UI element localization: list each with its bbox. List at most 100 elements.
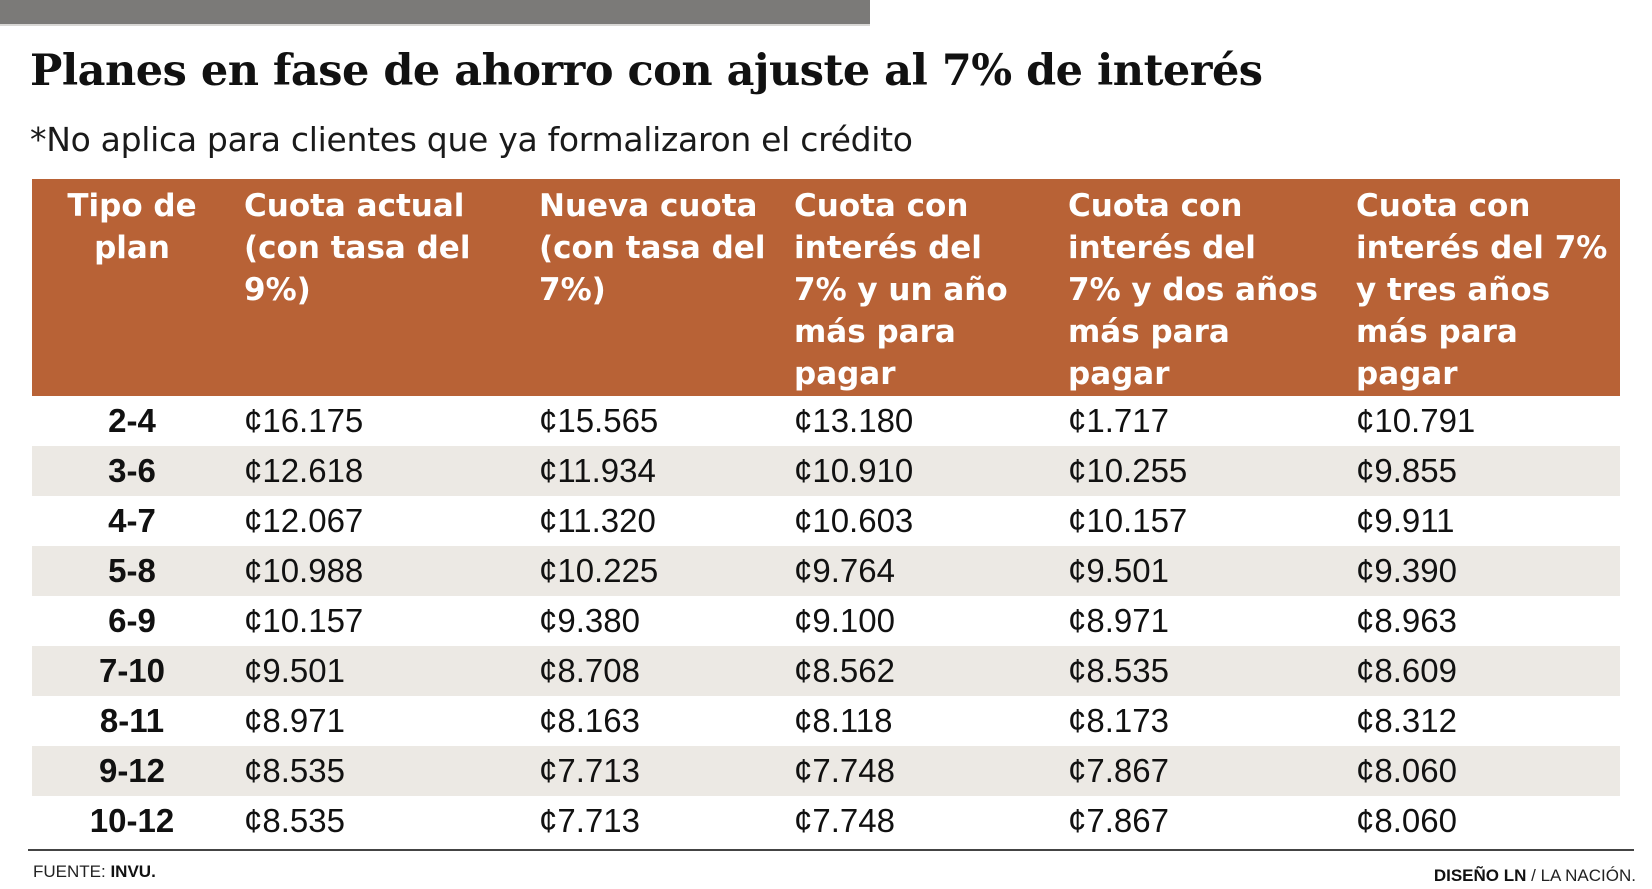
cell-cuota-actual: ¢10.988 [244, 552, 364, 589]
cell-cuota-actual: ¢9.501 [244, 652, 345, 689]
cell-dos-anos: ¢1.717 [1068, 402, 1169, 439]
column-header-line: más para [794, 314, 956, 350]
cell-tres-anos: ¢8.963 [1356, 602, 1457, 639]
cell-tres-anos: ¢8.312 [1356, 702, 1457, 739]
table-row: 8-11 ¢8.971 ¢8.163 ¢8.118 ¢8.173 ¢8.312 [32, 696, 1620, 746]
cell-tres-anos: ¢8.060 [1356, 802, 1457, 839]
source-value: INVU. [110, 862, 156, 881]
column-header-line: Cuota actual [244, 188, 465, 224]
cell-dos-anos: ¢7.867 [1068, 752, 1169, 789]
column-header-nueva-cuota: Nueva cuota (con tasa del 7%) [539, 185, 765, 311]
cell-dos-anos: ¢8.535 [1068, 652, 1169, 689]
cell-cuota-actual: ¢10.157 [244, 602, 364, 639]
cell-dos-anos: ¢8.971 [1068, 602, 1169, 639]
cell-tipo-de-plan: 9-12 [98, 752, 166, 789]
column-header-dos-anos: Cuota con interés del 7% y dos años más par… [1068, 185, 1318, 395]
column-header-line: Tipo de [67, 188, 197, 224]
table-header: Tipo de plan Cuota actual (con tasa del 9%)… [32, 179, 1620, 396]
cell-tipo-de-plan: 5-8 [108, 552, 156, 589]
cell-cuota-actual: ¢8.535 [244, 802, 345, 839]
table-row: 10-12 ¢8.535 ¢7.713 ¢7.748 ¢7.867 ¢8.060 [32, 796, 1620, 846]
cell-nueva-cuota: ¢7.713 [539, 802, 640, 839]
cell-cuota-actual: ¢16.175 [244, 402, 364, 439]
table-row: 7-10 ¢9.501 ¢8.708 ¢8.562 ¢8.535 ¢8.609 [32, 646, 1620, 696]
cell-dos-anos: ¢10.255 [1068, 452, 1188, 489]
top-bar [0, 0, 870, 26]
cell-un-ano: ¢8.562 [794, 652, 895, 689]
cell-tipo-de-plan: 6-9 [108, 602, 156, 639]
column-header-line: Nueva cuota [539, 188, 758, 224]
design-credit: DISEÑO LN / LA NACIÓN. [1434, 866, 1636, 886]
cell-cuota-actual: ¢12.618 [244, 452, 364, 489]
table-row: 2-4 ¢16.175 ¢15.565 ¢13.180 ¢1.717 ¢10.791 [32, 396, 1620, 446]
cell-tipo-de-plan: 2-4 [108, 402, 156, 439]
cell-un-ano: ¢7.748 [794, 802, 895, 839]
column-header-un-ano: Cuota con interés del 7% y un año más para p… [794, 185, 1008, 395]
column-header-tres-anos: Cuota con interés del 7% y tres años más pa… [1356, 185, 1607, 395]
cell-nueva-cuota: ¢7.713 [539, 752, 640, 789]
cell-nueva-cuota: ¢11.320 [539, 502, 656, 539]
source-note: FUENTE: INVU. [33, 862, 156, 882]
column-header-line: Cuota con [794, 188, 969, 224]
table-row: 3-6 ¢12.618 ¢11.934 ¢10.910 ¢10.255 ¢9.855 [32, 446, 1620, 496]
cell-nueva-cuota: ¢11.934 [539, 452, 656, 489]
cell-dos-anos: ¢9.501 [1068, 552, 1169, 589]
column-header-line: 7% y un año [794, 272, 1008, 308]
source-label: FUENTE: [33, 862, 111, 881]
cell-un-ano: ¢8.118 [794, 702, 893, 739]
cell-dos-anos: ¢7.867 [1068, 802, 1169, 839]
column-header-line: 7%) [539, 272, 606, 308]
column-header-line: más para [1356, 314, 1518, 350]
credit-rest: / LA NACIÓN. [1526, 866, 1636, 885]
column-header-line: plan [94, 230, 170, 266]
cell-tipo-de-plan: 7-10 [98, 652, 166, 689]
cell-un-ano: ¢10.910 [794, 452, 914, 489]
cell-tres-anos: ¢8.609 [1356, 652, 1457, 689]
column-header-line: y tres años [1356, 272, 1551, 308]
column-header-line: (con tasa del [539, 230, 766, 266]
cell-tres-anos: ¢9.390 [1356, 552, 1457, 589]
column-header-line: Cuota con [1356, 188, 1531, 224]
cell-un-ano: ¢7.748 [794, 752, 895, 789]
column-header-line: pagar [1356, 356, 1458, 392]
cell-nueva-cuota: ¢9.380 [539, 602, 640, 639]
cell-cuota-actual: ¢12.067 [244, 502, 364, 539]
column-header-line: más para [1068, 314, 1230, 350]
cell-nueva-cuota: ¢10.225 [539, 552, 659, 589]
cell-dos-anos: ¢10.157 [1068, 502, 1188, 539]
cell-un-ano: ¢9.764 [794, 552, 895, 589]
cell-cuota-actual: ¢8.535 [244, 752, 345, 789]
table-row: 5-8 ¢10.988 ¢10.225 ¢9.764 ¢9.501 ¢9.390 [32, 546, 1620, 596]
cell-nueva-cuota: ¢15.565 [539, 402, 659, 439]
cell-tres-anos: ¢9.911 [1356, 502, 1455, 539]
table-row: 4-7 ¢12.067 ¢11.320 ¢10.603 ¢10.157 ¢9.911 [32, 496, 1620, 546]
credit-bold: DISEÑO LN [1433, 866, 1527, 885]
column-header-line: pagar [794, 356, 896, 392]
cell-tres-anos: ¢9.855 [1356, 452, 1457, 489]
cell-nueva-cuota: ¢8.163 [539, 702, 640, 739]
cell-cuota-actual: ¢8.971 [244, 702, 345, 739]
table-row: 9-12 ¢8.535 ¢7.713 ¢7.748 ¢7.867 ¢8.060 [32, 746, 1620, 796]
footer-divider [28, 849, 1634, 851]
subtitle: *No aplica para clientes que ya formaliz… [30, 120, 913, 159]
cell-tipo-de-plan: 4-7 [108, 502, 156, 539]
column-header-tipo-de-plan: Tipo de plan [32, 185, 232, 269]
column-header-line: Cuota con [1068, 188, 1243, 224]
cell-nueva-cuota: ¢8.708 [539, 652, 640, 689]
table-row: 6-9 ¢10.157 ¢9.380 ¢9.100 ¢8.971 ¢8.963 [32, 596, 1620, 646]
column-header-line: 9%) [244, 272, 311, 308]
column-header-line: interés del [1068, 230, 1256, 266]
data-table: Tipo de plan Cuota actual (con tasa del 9%)… [32, 179, 1620, 846]
cell-tipo-de-plan: 10-12 [89, 802, 175, 839]
page-title: Planes en fase de ahorro con ajuste al 7… [30, 46, 1263, 96]
cell-un-ano: ¢13.180 [794, 402, 914, 439]
cell-tres-anos: ¢8.060 [1356, 752, 1457, 789]
cell-tres-anos: ¢10.791 [1356, 402, 1476, 439]
column-header-cuota-actual: Cuota actual (con tasa del 9%) [244, 185, 470, 311]
cell-tipo-de-plan: 3-6 [108, 452, 156, 489]
cell-un-ano: ¢10.603 [794, 502, 914, 539]
column-header-line: interés del [794, 230, 982, 266]
column-header-line: pagar [1068, 356, 1170, 392]
column-header-line: interés del 7% [1356, 230, 1608, 266]
table-body: 2-4 ¢16.175 ¢15.565 ¢13.180 ¢1.717 ¢10.791 3-6… [32, 396, 1620, 846]
